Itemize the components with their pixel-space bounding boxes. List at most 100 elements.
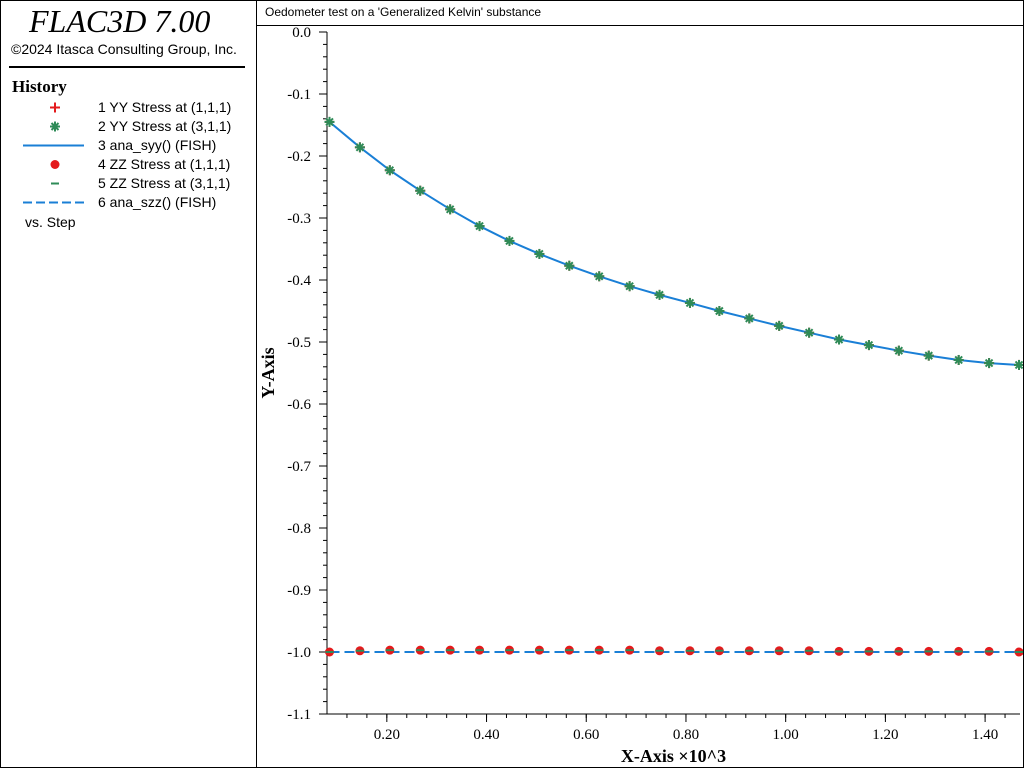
star-marker: [894, 346, 904, 355]
dash-marker-icon: [51, 182, 59, 185]
x-variable-label: vs. Step: [25, 214, 76, 230]
legend-label: 1 YY Stress at (1,1,1): [98, 99, 232, 115]
axes: 0.0 -0.1 -0.2 -0.3 -0.4 -0.5 -0.6 -0.7 -0.8 -0.9 -…: [287, 26, 1020, 743]
star-marker: [355, 143, 365, 152]
plot-title: Oedometer test on a 'Generalized Kelvin'…: [265, 5, 542, 19]
series-2-point: [1014, 359, 1023, 370]
x-tick-label: 1.20: [872, 727, 898, 743]
star-marker: [1014, 360, 1023, 370]
series-2-point: [624, 281, 635, 292]
legend-panel: FLAC3D 7.00 ©2024 Itasca Consulting Grou…: [1, 1, 257, 767]
copyright-text: ©2024 Itasca Consulting Group, Inc.: [11, 41, 237, 57]
legend-heading: History: [12, 77, 67, 96]
series-2-point: [863, 340, 874, 351]
legend-item-2: 2 YY Stress at (3,1,1): [1, 117, 256, 136]
series-2-point: [774, 320, 785, 331]
plus-marker-icon: [50, 102, 60, 113]
y-tick-label: -0.9: [287, 583, 311, 599]
title-divider: [9, 66, 245, 68]
series-2-point: [654, 289, 665, 300]
plot-title-bar: Oedometer test on a 'Generalized Kelvin'…: [257, 1, 1023, 26]
star-marker: [565, 261, 574, 270]
star-marker: [505, 236, 514, 246]
star-marker: [475, 221, 484, 231]
series-2-point: [594, 271, 605, 282]
x-tick-label: 0.60: [573, 727, 599, 743]
star-marker: [745, 314, 754, 323]
y-tick-label: -0.6: [287, 397, 311, 413]
star-marker: [325, 117, 334, 127]
star-marker-icon: [50, 121, 60, 132]
series-2-point: [415, 185, 426, 196]
star-marker: [385, 166, 395, 175]
y-tick-label: -1.0: [287, 645, 311, 661]
chart-area: 0.0 -0.1 -0.2 -0.3 -0.4 -0.5 -0.6 -0.7 -0.8 -0.9 -…: [258, 26, 1023, 766]
legend-item-6: 6 ana_szz() (FISH): [1, 193, 256, 212]
legend-item-3: 3 ana_syy() (FISH): [1, 136, 256, 155]
series-2-point: [684, 297, 695, 308]
legend-label: 3 ana_syy() (FISH): [98, 137, 217, 153]
y-tick-label: -0.3: [287, 211, 311, 227]
y-tick-label: -1.1: [287, 707, 311, 723]
star-marker: [715, 306, 724, 316]
legend-label: 5 ZZ Stress at (3,1,1): [98, 175, 231, 191]
solid-line-icon: [23, 144, 84, 147]
y-axis-title: Y-Axis: [258, 347, 278, 398]
legend-item-1: 1 YY Stress at (1,1,1): [1, 98, 256, 117]
series-2-point: [923, 350, 934, 361]
series-2-point: [324, 116, 335, 127]
x-tick-label: 0.40: [473, 727, 499, 743]
x-tick-label: 0.20: [374, 727, 400, 743]
star-marker: [924, 351, 933, 360]
series-2-point: [564, 260, 575, 271]
x-axis-title: X-Axis ×10^3: [621, 746, 726, 766]
y-tick-label: -0.5: [287, 335, 311, 351]
series-2-point: [354, 142, 365, 153]
legend-label: 4 ZZ Stress at (1,1,1): [98, 156, 231, 172]
series-2-point: [384, 165, 395, 176]
legend-item-5: 5 ZZ Stress at (3,1,1): [1, 174, 256, 193]
star-marker: [416, 186, 425, 195]
star-marker: [834, 335, 844, 344]
series-2-point: [744, 313, 755, 324]
star-marker: [655, 290, 664, 300]
y-tick-label: -0.4: [287, 273, 311, 289]
series-layer: [324, 116, 1023, 657]
circle-marker-icon: [50, 160, 60, 169]
app-title: FLAC3D 7.00: [29, 3, 211, 39]
dashed-line-icon: [23, 201, 84, 204]
star-marker: [535, 249, 544, 259]
series-2-point: [893, 345, 904, 356]
series-2-point: [804, 327, 815, 338]
star-marker: [445, 205, 455, 214]
series-2-point: [474, 221, 485, 232]
y-tick-label: 0.0: [292, 26, 311, 41]
star-marker: [804, 328, 814, 337]
series-2-point: [504, 235, 515, 246]
series-3-line: [328, 121, 1020, 366]
legend-item-4: 4 ZZ Stress at (1,1,1): [1, 155, 256, 174]
y-tick-label: -0.8: [287, 521, 311, 537]
series-2-point: [953, 354, 964, 365]
star-marker: [864, 340, 874, 350]
series-2-point: [834, 334, 845, 345]
series-2-point: [714, 306, 725, 316]
x-tick-label: 1.00: [773, 727, 799, 743]
series-2-point: [445, 204, 456, 215]
star-marker: [595, 272, 604, 281]
star-marker: [625, 281, 634, 291]
x-tick-label: 1.40: [972, 727, 998, 743]
star-marker: [954, 355, 963, 365]
y-tick-label: -0.1: [287, 87, 311, 103]
x-tick-label: 0.80: [673, 727, 699, 743]
legend-label: 2 YY Stress at (3,1,1): [98, 118, 232, 134]
y-tick-label: -0.7: [287, 459, 311, 475]
legend-label: 6 ana_szz() (FISH): [98, 194, 217, 210]
star-marker: [774, 321, 784, 331]
y-tick-label: -0.2: [287, 149, 311, 165]
star-marker: [984, 358, 994, 368]
series-2-point: [534, 248, 545, 259]
series-2-point: [984, 358, 995, 369]
star-marker: [685, 298, 695, 308]
